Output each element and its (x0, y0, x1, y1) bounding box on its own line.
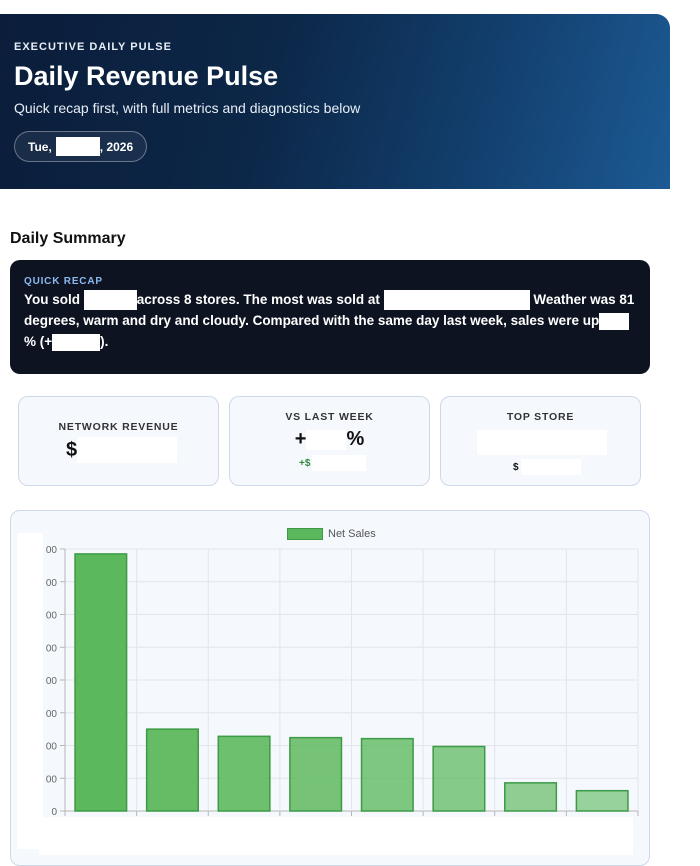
bar-net-sales (360, 737, 414, 812)
date-badge: Tue, , 2026 (14, 131, 148, 162)
recap-part-1: You sold (24, 292, 80, 307)
redacted-top-store (383, 290, 530, 311)
recap-part-3: Weather was 81 degrees, warm and dry and… (24, 292, 635, 329)
kpi-value: + % (230, 428, 429, 451)
recap-part-4: % (+ (24, 334, 53, 350)
legend-swatch (287, 528, 323, 540)
redacted-date (55, 137, 100, 156)
kpi-value-suffix: % (346, 428, 365, 450)
y-tick-label: 0 (51, 807, 57, 818)
kpi-sub-prefix: $ (513, 461, 519, 473)
redacted-total-sales (83, 290, 137, 311)
legend-label: Net Sales (328, 528, 376, 540)
kpi-value: $ (19, 437, 218, 463)
recap-part-2: across 8 stores. The most was sold at (136, 292, 380, 307)
bar-net-sales (432, 745, 486, 812)
bar-net-sales (74, 553, 128, 812)
bar-net-sales (145, 728, 199, 812)
page-title: Daily Revenue Pulse (14, 61, 279, 91)
y-tick-label: 00 (46, 676, 58, 687)
date-suffix: , 2026 (99, 139, 134, 154)
bar-net-sales (504, 782, 558, 812)
kpi-top-store: TOP STORE $ (440, 396, 641, 486)
kpi-label: VS LAST WEEK (285, 411, 374, 423)
kpi-sub: +$ (230, 455, 429, 471)
net-sales-chart-card: Net Sales 0 00 00 00 00 00 00 00 00 (10, 510, 650, 866)
recap-part-5: ). (100, 334, 109, 350)
recap-text: You sold across 8 stores. The most was s… (24, 289, 636, 352)
quick-recap-card: QUICK RECAP You sold across 8 stores. Th… (10, 260, 650, 374)
kpi-value (441, 430, 640, 455)
bar-net-sales (217, 735, 271, 812)
redacted-top-store-name (477, 430, 607, 455)
header-banner: EXECUTIVE DAILY PULSE Daily Revenue Puls… (0, 14, 670, 189)
kpi-value-prefix: $ (66, 438, 78, 461)
redacted-x-axis-labels (39, 817, 633, 855)
redacted-top-store-sales (520, 459, 581, 475)
kpi-network-revenue: NETWORK REVENUE $ (18, 396, 219, 486)
kpi-label: NETWORK REVENUE (58, 421, 179, 433)
y-tick-label: 00 (46, 611, 58, 622)
redacted-network-revenue (77, 437, 178, 463)
y-tick-label: 00 (46, 643, 58, 654)
section-title: Daily Summary (10, 230, 126, 247)
kpi-sub-prefix: +$ (299, 457, 311, 469)
recap-label: QUICK RECAP (24, 276, 103, 287)
chart-legend[interactable]: Net Sales (287, 528, 376, 540)
y-tick-label: 00 (46, 545, 58, 556)
kpi-value-prefix: + (294, 428, 307, 450)
kpi-label: TOP STORE (506, 411, 575, 423)
y-tick-label: 00 (46, 709, 58, 720)
redacted-y-axis-region (17, 533, 43, 849)
redacted-percent-change (306, 429, 347, 450)
kpi-vs-last-week: VS LAST WEEK + % +$ (229, 396, 430, 486)
y-tick-label: 00 (46, 742, 58, 753)
redacted-amount (52, 334, 101, 352)
redacted-percent (599, 313, 630, 331)
date-prefix: Tue, (28, 139, 52, 154)
redacted-amount-change (312, 455, 367, 471)
header-eyebrow: EXECUTIVE DAILY PULSE (14, 41, 172, 53)
y-tick-label: 00 (46, 578, 58, 589)
page-subtitle: Quick recap first, with full metrics and… (14, 100, 361, 116)
y-tick-label: 00 (46, 774, 58, 785)
kpi-sub: $ (441, 459, 640, 475)
bar-net-sales (289, 736, 343, 812)
bar-net-sales (575, 789, 629, 812)
